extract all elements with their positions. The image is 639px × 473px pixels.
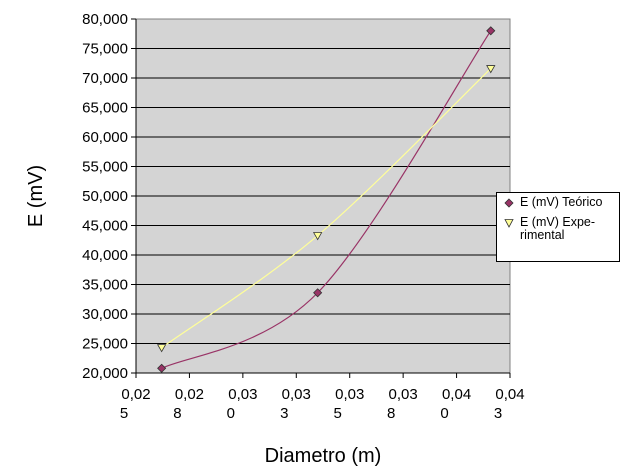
- y-tick-label: 50,000: [82, 188, 128, 205]
- data-point-experimental: [312, 232, 323, 241]
- data-markers: [156, 26, 496, 373]
- x-tick-label-bottom: 0: [440, 405, 448, 422]
- x-tick-label-bottom: 3: [494, 405, 502, 422]
- x-tick-label-bottom: 5: [120, 405, 128, 422]
- y-tick-label: 45,000: [82, 218, 128, 235]
- x-tick-label-top: 0,04: [442, 386, 471, 403]
- x-axis-label: Diametro (m): [265, 445, 382, 467]
- x-tick-label-top: 0,03: [282, 386, 311, 403]
- x-tick-label-bottom: 3: [280, 405, 288, 422]
- y-tick-label: 75,000: [82, 41, 128, 58]
- x-tick-label-bottom: 8: [387, 405, 395, 422]
- data-point-teorico: [486, 26, 496, 36]
- legend-item-experimental: E (mV) Expe- rimental: [503, 216, 615, 242]
- x-tick-label-bottom: 8: [173, 405, 181, 422]
- legend-label-teorico: E (mV) Teórico: [520, 195, 603, 209]
- x-tick-label-top: 0,02: [175, 386, 204, 403]
- y-tick-label: 60,000: [82, 129, 128, 146]
- y-tick-label: 25,000: [82, 336, 128, 353]
- y-tick-label: 65,000: [82, 100, 128, 117]
- diamond-marker-icon: [504, 198, 514, 208]
- x-tick-label-bottom: 0: [227, 405, 235, 422]
- y-tick-label: 35,000: [82, 277, 128, 294]
- data-point-experimental: [156, 344, 167, 353]
- data-point-teorico: [313, 288, 323, 298]
- x-tick-label-bottom: 5: [334, 405, 342, 422]
- y-axis-ticks: 20,000 25,000 30,000 35,000 40,000 45,000 50,0…: [82, 11, 136, 382]
- legend-item-teorico: E (mV) Teórico: [503, 196, 615, 209]
- y-tick-label: 40,000: [82, 247, 128, 264]
- x-tick-label-top: 0,03: [228, 386, 257, 403]
- x-tick-label-top: 0,04: [495, 386, 524, 403]
- grid-lines: [135, 19, 510, 374]
- legend: E (mV) Teórico E (mV) Expe- rimental: [496, 192, 620, 262]
- data-point-experimental: [486, 65, 496, 74]
- x-tick-label-top: 0,03: [389, 386, 418, 403]
- trend-line-teorico: [161, 30, 492, 369]
- y-tick-label: 55,000: [82, 159, 128, 176]
- y-tick-label: 70,000: [82, 70, 128, 87]
- y-tick-label: 20,000: [82, 365, 128, 382]
- x-tick-label-top: 0,02: [121, 386, 150, 403]
- data-point-teorico: [157, 363, 167, 373]
- triangle-down-marker-icon: [504, 219, 514, 228]
- y-axis-label: E (mV): [25, 165, 47, 227]
- legend-label-experimental: E (mV) Expe- rimental: [520, 215, 596, 242]
- x-axis-ticks: 0,02 5 0,02 8 0,03 0 0,03 3 0,03 5 0,03 8 0,04 0 0,04 3: [120, 373, 525, 422]
- x-tick-label-top: 0,03: [335, 386, 364, 403]
- y-tick-label: 80,000: [82, 11, 128, 28]
- y-tick-label: 30,000: [82, 306, 128, 323]
